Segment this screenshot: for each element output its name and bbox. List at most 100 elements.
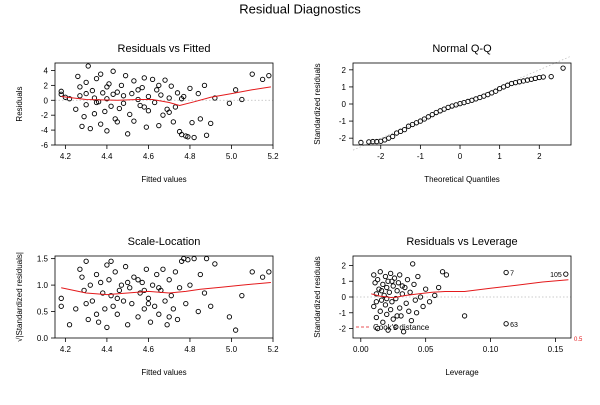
data-point [435, 284, 442, 291]
data-point [106, 277, 112, 283]
data-point [404, 277, 411, 283]
data-point [493, 88, 499, 94]
data-point [93, 271, 100, 278]
data-point [93, 99, 100, 106]
data-point [83, 79, 89, 86]
data-point [104, 262, 110, 268]
y-tick-label: 0 [44, 96, 49, 105]
data-point [406, 308, 412, 314]
data-point [259, 76, 266, 83]
data-point [110, 68, 116, 74]
data-point [372, 280, 378, 286]
y-axis-label: Standardized residuals [313, 256, 322, 337]
cooks-distance-legend-label: Cook's distance [373, 323, 430, 332]
data-point [170, 306, 176, 312]
data-point [423, 286, 429, 292]
data-point [394, 313, 400, 319]
data-point [191, 255, 197, 262]
data-point [172, 269, 179, 275]
data-point [160, 266, 166, 272]
x-tick-label: 4.2 [60, 152, 72, 161]
data-point [540, 74, 546, 80]
x-tick-label: 4.4 [101, 152, 113, 161]
data-point [131, 274, 137, 280]
data-point [93, 76, 100, 82]
smooth-line [371, 279, 569, 299]
data-point [259, 274, 266, 280]
x-tick-label: 5.0 [226, 152, 238, 161]
cooks-contour-label: 0.5 [574, 337, 583, 343]
data-point [168, 293, 174, 299]
data-point [429, 111, 435, 118]
data-point [152, 303, 158, 309]
x-tick-label: 4.4 [101, 345, 113, 354]
data-point [385, 327, 391, 333]
data-point [143, 124, 150, 130]
data-point [104, 84, 110, 90]
data-point [381, 292, 387, 299]
data-point [125, 322, 131, 328]
figure-title: Residual Diagnostics [239, 1, 361, 16]
data-point [371, 272, 377, 278]
data-point [108, 103, 114, 109]
panel-normal-qq: Normal Q-Q -2 -1 0 1 2 -2 -1 0 1 2 Theoretical Quan… [313, 43, 572, 184]
y-tick-label: -2 [339, 134, 347, 143]
data-point [110, 91, 116, 97]
data-point [461, 313, 468, 319]
data-point [131, 78, 137, 84]
smooth-line [61, 282, 271, 296]
data-point [411, 281, 417, 288]
y-tick-label: 0 [342, 100, 347, 109]
x-tick-label: 0.10 [483, 345, 499, 354]
data-point [266, 73, 272, 79]
data-point [129, 90, 135, 97]
data-point [162, 298, 168, 304]
x-tick-label: 0.15 [548, 345, 564, 354]
x-tick-label: 5.2 [267, 152, 279, 161]
data-point [387, 270, 394, 276]
data-point [203, 132, 210, 138]
data-point [147, 319, 154, 325]
data-point [89, 87, 96, 94]
data-point [183, 300, 189, 307]
point-label: 7 [510, 271, 514, 278]
data-point [87, 125, 93, 132]
y-tick-label: 2 [44, 81, 49, 90]
data-point [102, 306, 108, 312]
point-label: 63 [510, 322, 518, 329]
data-point [560, 65, 566, 71]
data-point [403, 300, 409, 306]
data-point [81, 114, 87, 120]
data-point [563, 271, 569, 277]
data-point [120, 100, 127, 106]
data-point [77, 266, 83, 272]
y-tick-label: -4 [41, 126, 49, 135]
data-point [135, 277, 141, 283]
data-point [149, 76, 156, 83]
data-point [145, 295, 152, 301]
data-point [172, 104, 179, 110]
data-point [131, 118, 137, 124]
data-point [73, 106, 79, 112]
plot-frame [54, 62, 274, 146]
data-point [100, 90, 106, 96]
data-point [421, 116, 427, 122]
data-point [443, 272, 450, 278]
data-point [141, 287, 147, 294]
smooth-line [61, 86, 271, 107]
data-point [108, 258, 114, 264]
data-point [79, 123, 85, 130]
data-point [58, 91, 64, 97]
data-point [397, 305, 403, 311]
data-point [415, 273, 421, 280]
data-point [114, 311, 120, 317]
data-point [420, 303, 426, 310]
data-point [174, 90, 181, 96]
data-point [503, 321, 509, 327]
data-point [91, 95, 98, 101]
data-point [232, 87, 239, 93]
x-tick-label: 4.8 [184, 152, 196, 161]
data-point [77, 93, 83, 99]
data-point [139, 84, 145, 91]
data-point [384, 311, 390, 317]
